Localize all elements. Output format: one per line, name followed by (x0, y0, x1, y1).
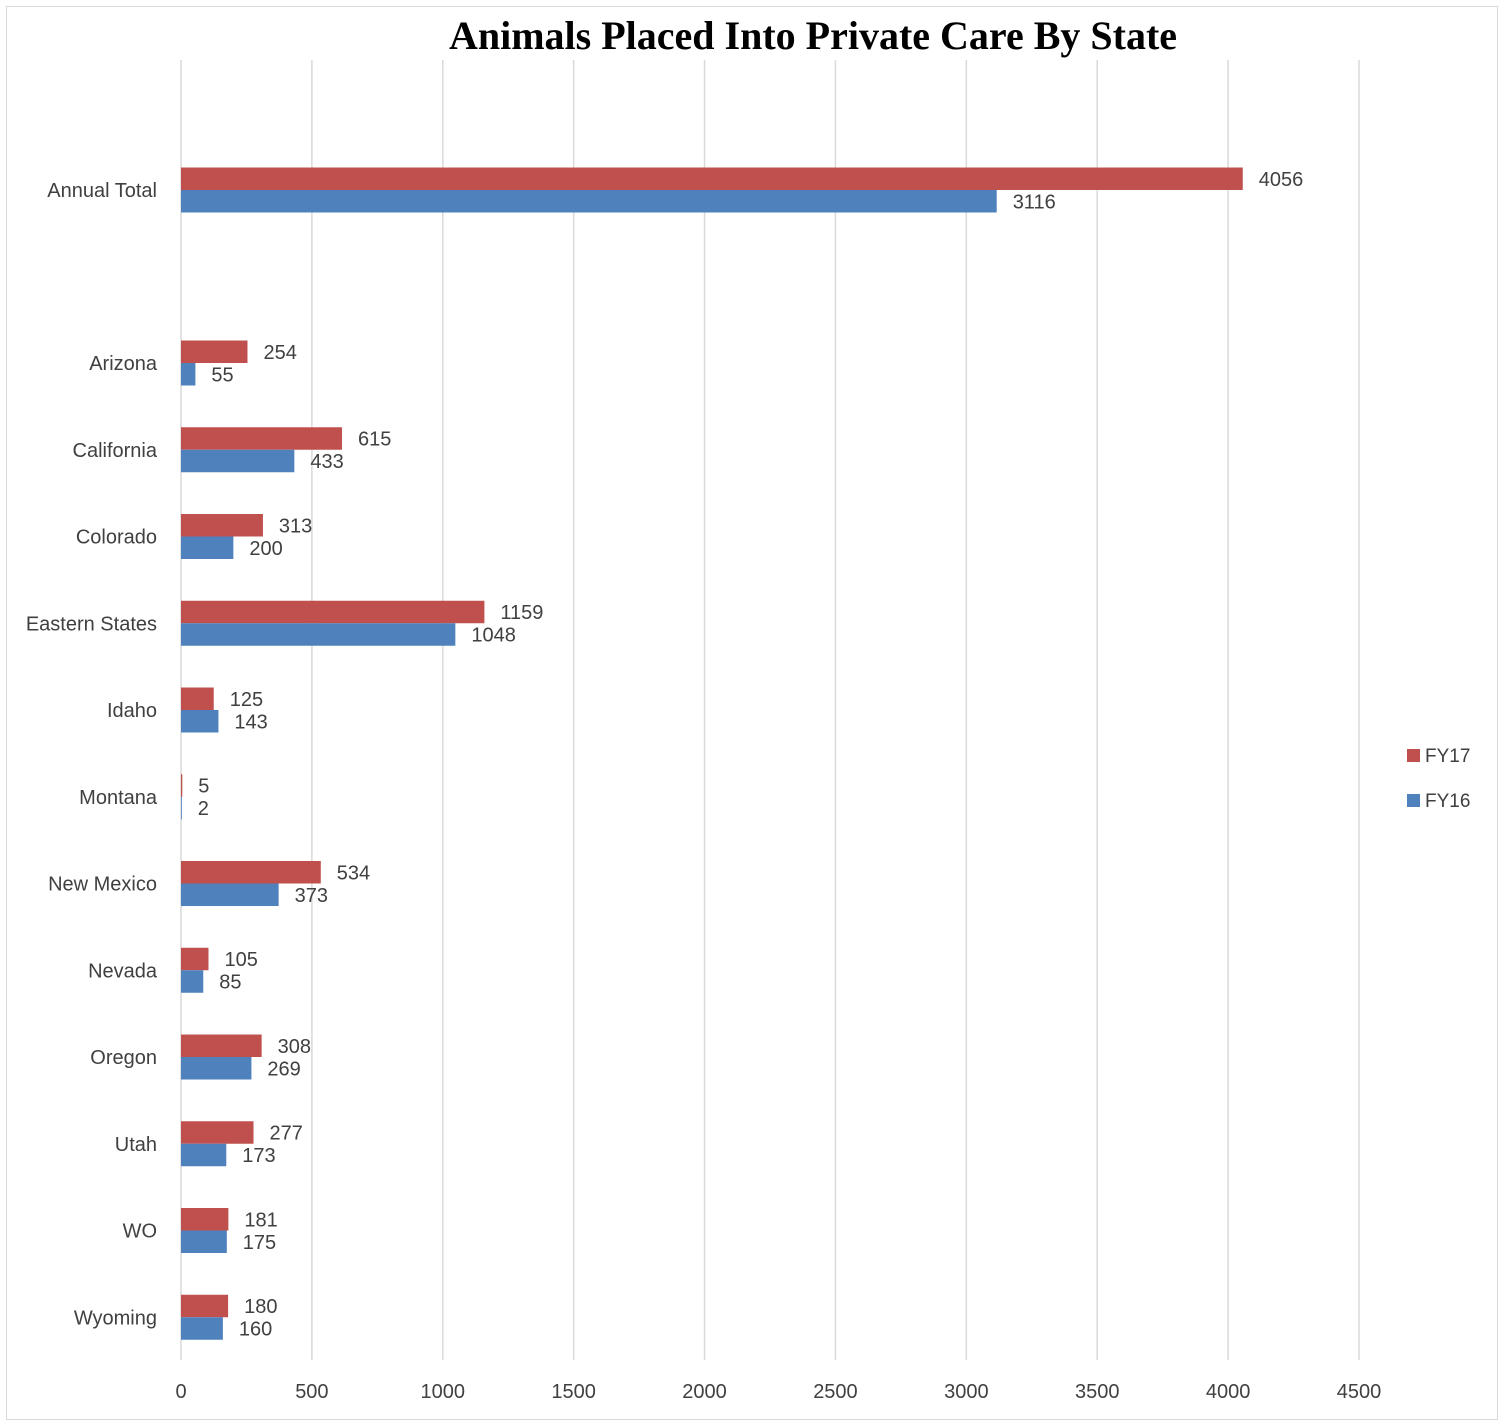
category-label: Wyoming (74, 1307, 157, 1329)
x-tick-label: 500 (295, 1381, 328, 1403)
legend-label-fy16: FY16 (1425, 791, 1470, 812)
bar-fy17 (181, 167, 1243, 190)
category-label: Nevada (88, 960, 158, 982)
data-label: 173 (242, 1145, 275, 1167)
category-label: Eastern States (26, 613, 157, 635)
bar-fy17 (181, 600, 485, 624)
data-label: 269 (267, 1058, 300, 1080)
legend: FY17 FY16 (1407, 746, 1470, 812)
category-label: California (73, 440, 158, 462)
data-label: 125 (230, 689, 263, 711)
category-label: Idaho (107, 700, 157, 722)
data-label: 175 (243, 1232, 276, 1254)
bar-fy16 (181, 536, 234, 559)
bar-fy17 (181, 774, 183, 797)
bar-fy16 (181, 970, 204, 993)
category-label: Arizona (89, 353, 158, 375)
bar-fy16 (181, 710, 219, 733)
bar-fy17 (181, 1121, 254, 1144)
bar-fy16 (181, 363, 196, 386)
data-label: 55 (211, 364, 233, 386)
chart-frame (6, 6, 1498, 1420)
x-tick-label: 1000 (421, 1381, 466, 1403)
data-label: 2 (198, 798, 209, 820)
data-label: 5 (198, 776, 209, 798)
data-label: 534 (337, 862, 370, 884)
data-label: 313 (279, 515, 312, 537)
data-label: 160 (239, 1319, 272, 1341)
data-label: 308 (278, 1036, 311, 1058)
bar-fy17 (181, 947, 209, 971)
gridlines (180, 60, 1360, 1360)
category-label: Montana (79, 787, 158, 809)
x-tick-label: 2500 (813, 1381, 858, 1403)
data-label: 4056 (1259, 169, 1304, 191)
bar-fy16 (181, 1143, 227, 1167)
bar-fy16 (181, 623, 456, 646)
category-label: Oregon (90, 1047, 157, 1069)
legend-swatch-fy16 (1407, 794, 1420, 807)
labels: 0 500 1000 1500 2000 2500 3000 3500 4000 4500 Annu… (26, 169, 1381, 1403)
x-tick-label: 4000 (1206, 1381, 1251, 1403)
data-label: 3116 (1013, 191, 1056, 213)
x-tick-label: 4500 (1337, 1381, 1382, 1403)
data-label: 200 (249, 538, 282, 560)
bar-fy17 (181, 861, 321, 884)
bar-fy16 (181, 1317, 223, 1340)
category-label: Colorado (76, 527, 157, 549)
data-label: 85 (219, 972, 241, 994)
bar-fy17 (181, 687, 214, 710)
x-tick-label: 0 (175, 1381, 186, 1403)
data-label: 1048 (471, 625, 516, 647)
legend-swatch-fy17 (1407, 749, 1420, 762)
category-label: Utah (115, 1134, 157, 1156)
data-label: 433 (310, 451, 343, 473)
bar-fy17 (181, 1034, 262, 1057)
bar-fy16 (181, 190, 997, 213)
legend-label-fy17: FY17 (1425, 746, 1470, 767)
category-label: WO (123, 1221, 157, 1243)
data-label: 1159 (500, 602, 543, 624)
x-tick-label: 3000 (944, 1381, 989, 1403)
bar-fy16 (181, 796, 182, 820)
data-label: 181 (244, 1209, 277, 1231)
bar-fy17 (181, 1208, 229, 1231)
chart-title: Animals Placed Into Private Care By Stat… (448, 13, 1178, 58)
category-label: New Mexico (48, 874, 157, 896)
bar-fy16 (181, 449, 295, 473)
bar-fy17 (181, 514, 263, 537)
data-label: 254 (263, 342, 296, 364)
data-label: 143 (234, 711, 267, 733)
category-label: Annual Total (47, 180, 157, 202)
bars (181, 167, 1243, 1340)
x-tick-label: 1500 (551, 1381, 596, 1403)
bar-fy16 (181, 1057, 252, 1080)
data-label: 180 (244, 1296, 277, 1318)
x-tick-label: 2000 (682, 1381, 727, 1403)
data-label: 105 (224, 949, 257, 971)
bar-fy17 (181, 1294, 229, 1318)
data-label: 615 (358, 429, 391, 451)
bar-fy17 (181, 340, 248, 363)
x-tick-label: 3500 (1075, 1381, 1120, 1403)
data-label: 277 (270, 1123, 303, 1145)
bar-fy16 (181, 1230, 227, 1253)
data-label: 373 (295, 885, 328, 907)
bar-fy17 (181, 427, 342, 450)
bar-fy16 (181, 883, 279, 906)
